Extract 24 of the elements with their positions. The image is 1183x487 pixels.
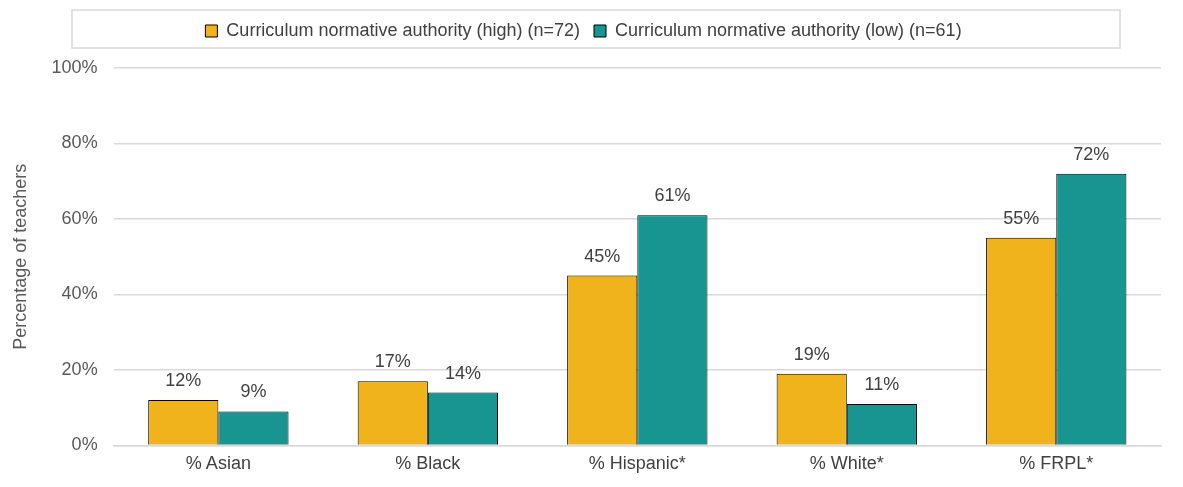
y-tick-label: 80% bbox=[61, 132, 98, 153]
data-label: 12% bbox=[165, 370, 202, 391]
data-label: 17% bbox=[374, 351, 411, 372]
legend-label: Curriculum normative authority (low) (n=61) bbox=[615, 19, 962, 40]
data-label: 9% bbox=[240, 381, 267, 402]
data-label: 11% bbox=[864, 373, 900, 394]
y-tick-label: 60% bbox=[61, 207, 98, 228]
data-label: 14% bbox=[444, 362, 481, 383]
x-tick-label: % Asian bbox=[185, 453, 251, 474]
data-label: 19% bbox=[793, 343, 830, 364]
x-tick-label: % White* bbox=[809, 453, 884, 474]
y-tick-label: 20% bbox=[61, 358, 98, 379]
x-tick-label: % Hispanic* bbox=[588, 453, 686, 474]
y-tick-label: 100% bbox=[51, 56, 98, 77]
data-label: 72% bbox=[1073, 143, 1110, 164]
data-label: 61% bbox=[654, 185, 691, 206]
y-axis-title: Percentage of teachers bbox=[9, 163, 30, 350]
y-tick-label: 40% bbox=[61, 283, 98, 304]
x-tick-label: % Black bbox=[395, 453, 462, 474]
legend-label: Curriculum normative authority (high) (n=72) bbox=[226, 19, 581, 40]
data-label: 55% bbox=[1003, 207, 1040, 228]
x-tick-label: % FRPL* bbox=[1019, 453, 1094, 474]
data-label: 45% bbox=[584, 245, 621, 266]
y-tick-label: 0% bbox=[71, 434, 98, 455]
